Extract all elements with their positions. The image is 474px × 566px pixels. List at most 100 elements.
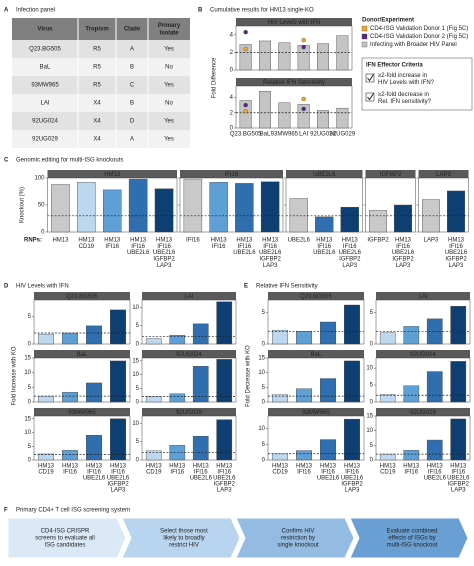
table-row (12, 94, 190, 112)
x-tick-label: HM13 (272, 464, 289, 470)
x-tick-label: HM13 (110, 464, 127, 470)
bar (379, 453, 396, 461)
y-tick-label: 2 (230, 50, 234, 56)
x-tick-label: HM13 (62, 464, 79, 470)
criteria-text: ≥2-fold decrease in (378, 92, 429, 98)
x-tick-label: HM13 (146, 464, 163, 470)
workflow-text: restrict HIV (169, 543, 199, 549)
table-cell: X4 (93, 137, 101, 143)
x-tick-label: CD19 (38, 470, 54, 476)
x-tick-label: HM13 (236, 238, 253, 244)
table-cell: 92UG029 (32, 137, 58, 143)
x-tick-label: IGFBP2 (107, 482, 129, 488)
y-tick-label: 5 (262, 310, 266, 316)
x-tick-label: LAI (299, 132, 308, 138)
workflow-text: screens to evaluate all (35, 536, 95, 542)
table-cell: X4 (93, 119, 101, 125)
bar (450, 361, 467, 403)
subplot-title: BaL (311, 352, 322, 358)
bar (85, 325, 102, 345)
x-tick-label: IFI16 (63, 470, 77, 476)
x-tick-label: HM13 (316, 238, 333, 244)
bar (403, 450, 420, 461)
x-tick-label: UBE2L6 (107, 476, 130, 482)
table-cell: BaL (40, 65, 51, 71)
x-tick-label: HM13 (216, 464, 233, 470)
x-tick-label: UBE2L6 (341, 476, 364, 482)
subplot-header (34, 292, 130, 300)
bar (320, 378, 337, 403)
table-cell: Yes (164, 137, 174, 143)
x-tick-label: HM13 (344, 464, 361, 470)
y-tick-label: 5 (28, 385, 32, 391)
table-row (12, 40, 190, 58)
y-tick-label: 0 (262, 342, 266, 348)
subplot-title: UBE2L6 (313, 172, 336, 178)
bar (450, 306, 467, 345)
y-axis-label: Fold Increase with KO (12, 346, 18, 405)
x-tick-label: UBE2L6 (339, 250, 362, 256)
column-header: Virus (38, 27, 54, 33)
x-tick-label: HM13 (320, 464, 337, 470)
panel-letter: B (198, 8, 203, 14)
checkbox (365, 92, 375, 102)
x-tick-label: BaL (260, 132, 271, 138)
table-cell: Yes (164, 47, 174, 53)
workflow-text: CD4-ISG CRISPR (41, 529, 90, 535)
bar (450, 418, 467, 461)
bar (394, 204, 412, 233)
x-tick-label: IGFBP2 (448, 482, 470, 488)
bar (336, 107, 349, 129)
x-tick-label: HM13 (156, 238, 173, 244)
x-tick-label: IFI16 (170, 470, 184, 476)
y-tick-label: 5 (370, 383, 374, 389)
subplot-header (286, 170, 363, 178)
workflow-text: Select those most (160, 529, 208, 535)
subplot-title: IGFBP2 (380, 172, 402, 178)
x-tick-label: IFI16 (321, 470, 335, 476)
bar (85, 382, 102, 403)
column-header: Tropism (85, 27, 108, 33)
x-tick-label: IFI16 (404, 470, 418, 476)
x-tick-label: 93MW965 (271, 132, 299, 138)
subplot-header (376, 408, 470, 416)
bar (344, 360, 361, 403)
table-cell: No (165, 101, 173, 107)
x-tick-label: IGFBP2 (214, 482, 236, 488)
x-tick-label: LAP3 (424, 238, 439, 244)
subplot-title: HIV Levels with IFN (268, 20, 321, 26)
x-tick-label: HM13 (403, 464, 420, 470)
bar (426, 318, 443, 345)
x-tick-label: Q23.BG505 (230, 132, 262, 138)
subplot-title: 93MW965 (302, 410, 330, 416)
subplot-title: LAI (184, 294, 193, 300)
y-tick-label: 4 (230, 95, 234, 101)
table-cell: R5 (93, 83, 101, 89)
data-point (301, 37, 306, 43)
x-tick-label: IFI16 (297, 470, 311, 476)
y-tick-label: 10 (132, 305, 139, 311)
x-tick-label: IFI16 (111, 470, 125, 476)
criteria-title: IFN Effector Criteria (366, 63, 423, 69)
bar (51, 184, 70, 233)
bar (369, 210, 387, 233)
x-tick-label: LAP3 (451, 488, 466, 494)
bar (272, 394, 289, 403)
y-axis-label: Fold Decrease with KO (246, 345, 252, 407)
workflow-text: single knockout (277, 543, 319, 549)
y-tick-label: 15 (258, 356, 265, 362)
y-tick-label: 10 (132, 421, 139, 427)
table-cell: LAI (40, 101, 49, 107)
y-tick-label: 5 (262, 442, 266, 448)
bar (289, 198, 308, 233)
bar (154, 188, 174, 233)
legend-label: CD4-ISG Validation Donor 1 (Fig 5C) (370, 26, 468, 32)
x-tick-label: IFI16 (238, 244, 252, 250)
panel-title: Primary CD4+ T cell ISG screening system (16, 508, 130, 514)
x-tick-label: IGFBP2 (153, 256, 175, 262)
x-tick-label: UBE2L6 (445, 250, 468, 256)
bar (320, 439, 337, 461)
x-axis-label: RNPs: (24, 238, 42, 244)
x-tick-label: UBE2L6 (447, 476, 470, 482)
x-tick-label: IFI16 (186, 238, 200, 244)
